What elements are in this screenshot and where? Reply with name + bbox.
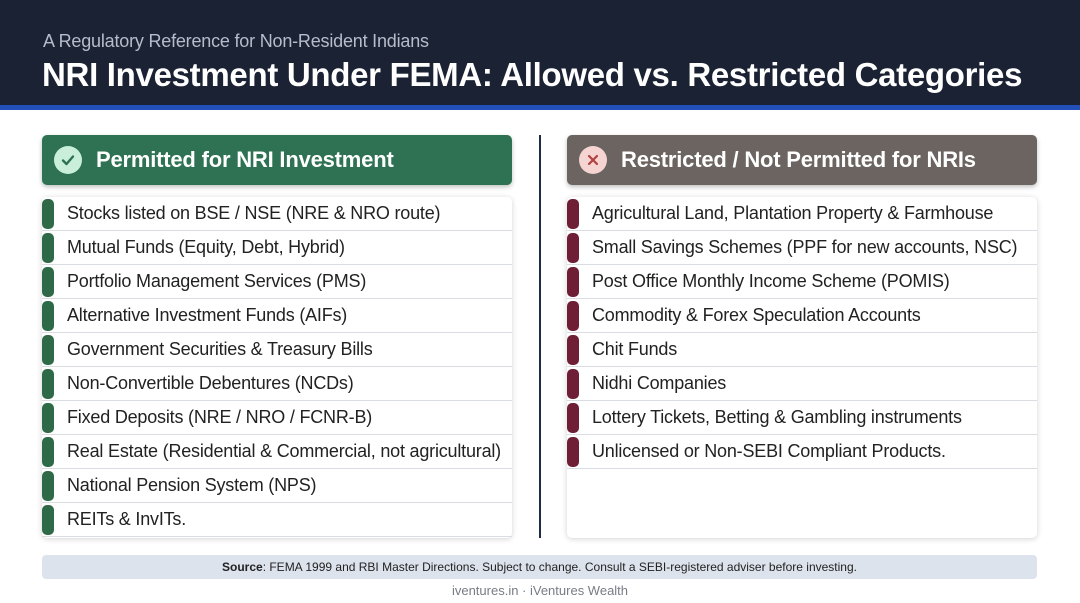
row-marker <box>567 437 579 467</box>
row-marker <box>42 369 54 399</box>
footer-credit: iventures.in · iVentures Wealth <box>451 583 629 598</box>
list-item-label: Mutual Funds (Equity, Debt, Hybrid) <box>67 237 345 257</box>
list-item: Real Estate (Residential & Commercial, n… <box>42 435 512 469</box>
row-marker <box>42 267 54 297</box>
row-marker <box>567 301 579 331</box>
row-marker <box>567 267 579 297</box>
column-divider <box>539 135 541 538</box>
row-marker <box>42 505 54 535</box>
list-item-label: Chit Funds <box>592 339 678 359</box>
row-marker <box>42 301 54 331</box>
list-item: Chit Funds <box>567 333 1037 367</box>
list-item: Non-Convertible Debentures (NCDs) <box>42 367 512 401</box>
list-item-label: Portfolio Management Services (PMS) <box>67 271 367 291</box>
row-marker <box>42 233 54 263</box>
list-item: Mutual Funds (Equity, Debt, Hybrid) <box>42 231 512 265</box>
source-label: Source <box>222 560 263 574</box>
list-item: Post Office Monthly Income Scheme (POMIS… <box>567 265 1037 299</box>
list-item-label: Unlicensed or Non-SEBI Compliant Product… <box>592 441 946 461</box>
restricted-list: Agricultural Land, Plantation Property &… <box>567 197 1037 538</box>
permitted-panel-header: Permitted for NRI Investment <box>42 135 512 185</box>
list-item: Agricultural Land, Plantation Property &… <box>567 197 1037 231</box>
list-item-label: Government Securities & Treasury Bills <box>67 339 373 359</box>
row-marker <box>567 369 579 399</box>
list-item-label: Commodity & Forex Speculation Accounts <box>592 305 921 325</box>
list-item: REITs & InvITs. <box>42 503 512 537</box>
list-item: Portfolio Management Services (PMS) <box>42 265 512 299</box>
list-item: Alternative Investment Funds (AIFs) <box>42 299 512 333</box>
row-marker <box>567 403 579 433</box>
row-marker <box>567 233 579 263</box>
source-text: : FEMA 1999 and RBI Master Directions. S… <box>262 560 857 574</box>
list-item: Commodity & Forex Speculation Accounts <box>567 299 1037 333</box>
row-marker <box>42 437 54 467</box>
permitted-list: Stocks listed on BSE / NSE (NRE & NRO ro… <box>42 197 512 538</box>
list-item: Fixed Deposits (NRE / NRO / FCNR-B) <box>42 401 512 435</box>
row-marker <box>42 403 54 433</box>
list-item-label: Lottery Tickets, Betting & Gambling inst… <box>592 407 962 427</box>
list-item-label: National Pension System (NPS) <box>67 475 317 495</box>
row-marker <box>567 335 579 365</box>
page-subtitle: A Regulatory Reference for Non-Resident … <box>43 31 429 51</box>
list-item-label: Nidhi Companies <box>592 373 727 393</box>
list-item-label: REITs & InvITs. <box>67 509 187 529</box>
row-marker <box>42 199 54 229</box>
list-item: Lottery Tickets, Betting & Gambling inst… <box>567 401 1037 435</box>
list-item-label: Real Estate (Residential & Commercial, n… <box>67 441 501 461</box>
list-item-label: Fixed Deposits (NRE / NRO / FCNR-B) <box>67 407 373 427</box>
row-marker <box>42 471 54 501</box>
list-item-label: Stocks listed on BSE / NSE (NRE & NRO ro… <box>67 203 441 223</box>
restricted-heading: Restricted / Not Permitted for NRIs <box>621 147 976 172</box>
row-marker <box>567 199 579 229</box>
page-header: A Regulatory Reference for Non-Resident … <box>0 0 1080 110</box>
restricted-panel-header: Restricted / Not Permitted for NRIs <box>567 135 1037 185</box>
x-circle-icon <box>579 146 607 174</box>
list-item-label: Non-Convertible Debentures (NCDs) <box>67 373 354 393</box>
list-item: National Pension System (NPS) <box>42 469 512 503</box>
list-item-label: Agricultural Land, Plantation Property &… <box>592 203 994 223</box>
list-item: Small Savings Schemes (PPF for new accou… <box>567 231 1037 265</box>
list-item-label: Small Savings Schemes (PPF for new accou… <box>592 237 1018 257</box>
list-item: Government Securities & Treasury Bills <box>42 333 512 367</box>
permitted-panel: Permitted for NRI Investment Stocks list… <box>42 135 512 538</box>
list-item-label: Alternative Investment Funds (AIFs) <box>67 305 348 325</box>
page-title: NRI Investment Under FEMA: Allowed vs. R… <box>42 56 1023 93</box>
row-marker <box>42 335 54 365</box>
list-item: Unlicensed or Non-SEBI Compliant Product… <box>567 435 1037 469</box>
restricted-panel: Restricted / Not Permitted for NRIs Agri… <box>567 135 1037 538</box>
check-circle-icon <box>54 146 82 174</box>
permitted-heading: Permitted for NRI Investment <box>96 147 394 172</box>
list-item: Stocks listed on BSE / NSE (NRE & NRO ro… <box>42 197 512 231</box>
list-item-label: Post Office Monthly Income Scheme (POMIS… <box>592 271 950 291</box>
list-item: Nidhi Companies <box>567 367 1037 401</box>
source-note: Source : FEMA 1999 and RBI Master Direct… <box>42 555 1037 579</box>
